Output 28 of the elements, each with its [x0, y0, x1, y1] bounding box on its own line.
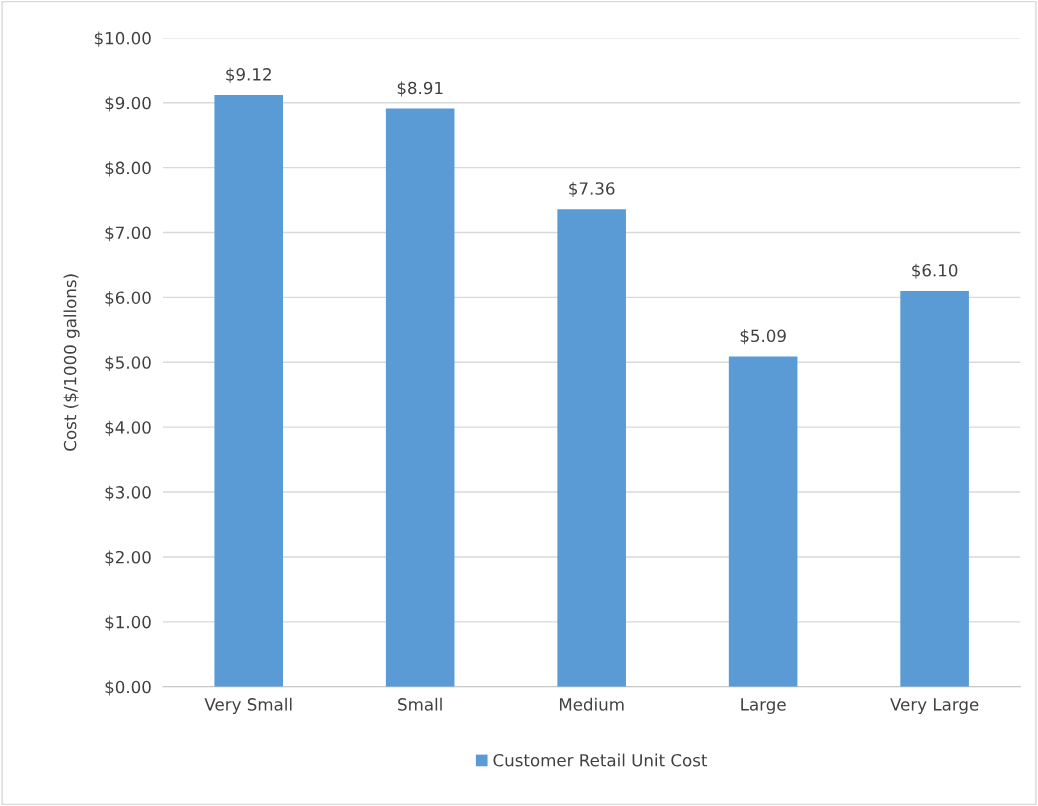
data-label: $9.12 — [226, 67, 271, 83]
data-label: $8.91 — [397, 81, 443, 97]
y-tick-label: $4.00 — [105, 420, 151, 436]
x-tick-label: Large — [741, 698, 786, 714]
x-tick-label: Very Small — [204, 697, 292, 714]
y-tick-label: $2.00 — [105, 550, 151, 566]
x-tick-label: Very Large — [890, 698, 979, 714]
data-label: $5.09 — [740, 329, 786, 345]
legend-label: Customer Retail Unit Cost — [493, 753, 708, 767]
y-tick-label: $5.00 — [105, 355, 151, 372]
bar — [728, 356, 798, 687]
y-axis-title: Cost ($/1000 gallons) — [63, 274, 80, 451]
bar — [900, 290, 969, 687]
y-tick-label: $0.00 — [105, 680, 151, 696]
y-tick-label: $10.00 — [94, 31, 151, 47]
x-tick-label: Medium — [559, 697, 624, 711]
y-tick-label: $9.00 — [105, 96, 151, 112]
bar — [557, 209, 626, 687]
bar — [214, 94, 283, 687]
data-label: $6.10 — [912, 263, 958, 279]
y-tick-label: $3.00 — [105, 485, 151, 501]
y-tick-label: $6.00 — [105, 291, 151, 307]
x-tick-label: Small — [398, 697, 442, 711]
data-label: $7.36 — [569, 181, 615, 198]
bar — [385, 108, 455, 687]
y-tick-label: $1.00 — [105, 615, 151, 631]
y-tick-label: $7.00 — [105, 226, 151, 242]
y-tick-label: $8.00 — [105, 161, 151, 177]
